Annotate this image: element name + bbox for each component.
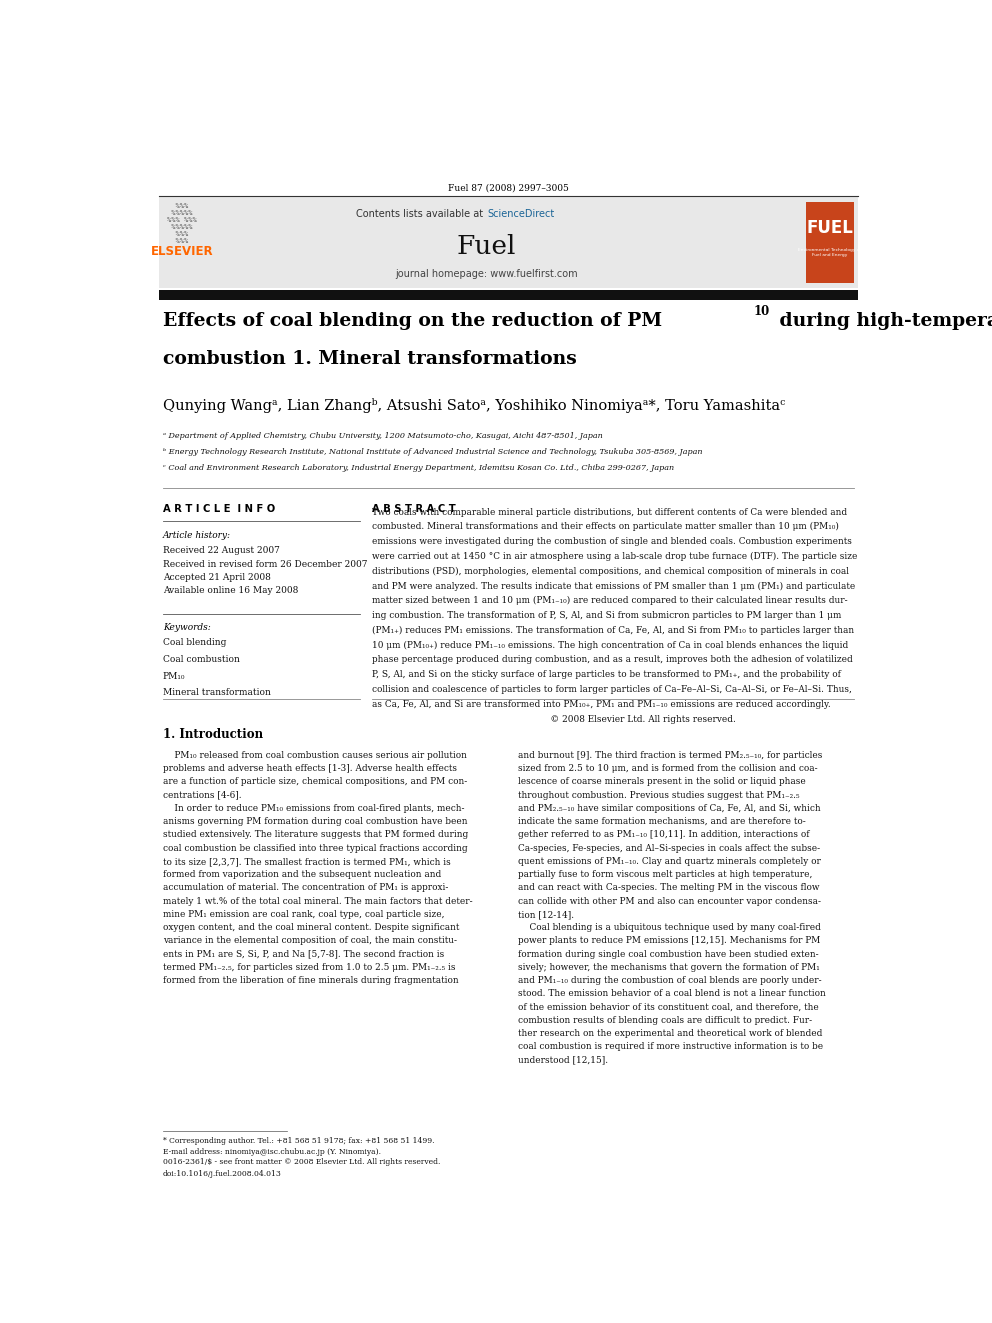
Text: variance in the elemental composition of coal, the main constitu-: variance in the elemental composition of… bbox=[163, 937, 456, 946]
Text: are a function of particle size, chemical compositions, and PM con-: are a function of particle size, chemica… bbox=[163, 778, 467, 786]
Text: centrations [4-6].: centrations [4-6]. bbox=[163, 791, 241, 799]
Text: %%%%%: %%%%% bbox=[168, 210, 197, 217]
Text: Received in revised form 26 December 2007: Received in revised form 26 December 200… bbox=[163, 560, 367, 569]
Text: In order to reduce PM₁₀ emissions from coal-fired plants, mech-: In order to reduce PM₁₀ emissions from c… bbox=[163, 804, 464, 812]
Text: E-mail address: ninomiya@isc.chubu.ac.jp (Y. Ninomiya).: E-mail address: ninomiya@isc.chubu.ac.jp… bbox=[163, 1148, 381, 1156]
Text: P, S, Al, and Si on the sticky surface of large particles to be transformed to P: P, S, Al, and Si on the sticky surface o… bbox=[372, 671, 841, 679]
Text: ing combustion. The transformation of P, S, Al, and Si from submicron particles : ing combustion. The transformation of P,… bbox=[372, 611, 841, 620]
Text: Effects of coal blending on the reduction of PM: Effects of coal blending on the reductio… bbox=[163, 312, 662, 329]
Text: FUEL: FUEL bbox=[806, 220, 853, 237]
Text: %%%%%: %%%%% bbox=[168, 224, 197, 230]
FancyBboxPatch shape bbox=[159, 291, 858, 300]
Text: Keywords:: Keywords: bbox=[163, 623, 210, 632]
Text: A B S T R A C T: A B S T R A C T bbox=[372, 504, 455, 513]
Text: Received 22 August 2007: Received 22 August 2007 bbox=[163, 546, 280, 556]
Text: indicate the same formation mechanisms, and are therefore to-: indicate the same formation mechanisms, … bbox=[518, 818, 806, 826]
Text: and burnout [9]. The third fraction is termed PM₂.₅₋₁₀, for particles: and burnout [9]. The third fraction is t… bbox=[518, 751, 822, 759]
Text: ScienceDirect: ScienceDirect bbox=[487, 209, 555, 218]
Text: 0016-2361/$ - see front matter © 2008 Elsevier Ltd. All rights reserved.: 0016-2361/$ - see front matter © 2008 El… bbox=[163, 1158, 440, 1166]
Text: coal combustion is required if more instructive information is to be: coal combustion is required if more inst… bbox=[518, 1043, 822, 1052]
Text: Contents lists available at: Contents lists available at bbox=[356, 209, 486, 218]
Text: 10 μm (PM₁₀₊) reduce PM₁₋₁₀ emissions. The high concentration of Ca in coal blen: 10 μm (PM₁₀₊) reduce PM₁₋₁₀ emissions. T… bbox=[372, 640, 848, 650]
Text: stood. The emission behavior of a coal blend is not a linear function: stood. The emission behavior of a coal b… bbox=[518, 990, 825, 999]
Text: sized from 2.5 to 10 μm, and is formed from the collision and coa-: sized from 2.5 to 10 μm, and is formed f… bbox=[518, 765, 817, 773]
Text: and PM were analyzed. The results indicate that emissions of PM smaller than 1 μ: and PM were analyzed. The results indica… bbox=[372, 582, 855, 590]
Text: partially fuse to form viscous melt particles at high temperature,: partially fuse to form viscous melt part… bbox=[518, 871, 812, 878]
Text: (PM₁₊) reduces PM₁ emissions. The transformation of Ca, Fe, Al, and Si from PM₁₀: (PM₁₊) reduces PM₁ emissions. The transf… bbox=[372, 626, 854, 635]
Text: studied extensively. The literature suggests that PM formed during: studied extensively. The literature sugg… bbox=[163, 831, 468, 839]
Text: anisms governing PM formation during coal combustion have been: anisms governing PM formation during coa… bbox=[163, 818, 467, 826]
Text: can collide with other PM and also can encounter vapor condensa-: can collide with other PM and also can e… bbox=[518, 897, 820, 905]
Text: Two coals with comparable mineral particle distributions, but different contents: Two coals with comparable mineral partic… bbox=[372, 508, 847, 516]
Text: ELSEVIER: ELSEVIER bbox=[151, 245, 213, 258]
Text: of the emission behavior of its constituent coal, and therefore, the: of the emission behavior of its constitu… bbox=[518, 1003, 818, 1012]
Text: oxygen content, and the coal mineral content. Despite significant: oxygen content, and the coal mineral con… bbox=[163, 923, 459, 933]
Text: Coal blending is a ubiquitous technique used by many coal-fired: Coal blending is a ubiquitous technique … bbox=[518, 923, 820, 933]
Text: Coal blending: Coal blending bbox=[163, 639, 226, 647]
Text: Ca-species, Fe-species, and Al–Si-species in coals affect the subse-: Ca-species, Fe-species, and Al–Si-specie… bbox=[518, 844, 819, 852]
Text: Accepted 21 April 2008: Accepted 21 April 2008 bbox=[163, 573, 271, 582]
Text: lescence of coarse minerals present in the solid or liquid phase: lescence of coarse minerals present in t… bbox=[518, 778, 806, 786]
FancyBboxPatch shape bbox=[159, 197, 858, 288]
Text: ᵇ Energy Technology Research Institute, National Institute of Advanced Industria: ᵇ Energy Technology Research Institute, … bbox=[163, 448, 702, 456]
Text: and PM₂.₅₋₁₀ have similar compositions of Ca, Fe, Al, and Si, which: and PM₂.₅₋₁₀ have similar compositions o… bbox=[518, 804, 820, 812]
Text: collision and coalescence of particles to form larger particles of Ca–Fe–Al–Si, : collision and coalescence of particles t… bbox=[372, 685, 852, 695]
Text: PM₁₀ released from coal combustion causes serious air pollution: PM₁₀ released from coal combustion cause… bbox=[163, 751, 466, 759]
Text: to its size [2,3,7]. The smallest fraction is termed PM₁, which is: to its size [2,3,7]. The smallest fracti… bbox=[163, 857, 450, 865]
Text: Coal combustion: Coal combustion bbox=[163, 655, 240, 664]
Text: power plants to reduce PM emissions [12,15]. Mechanisms for PM: power plants to reduce PM emissions [12,… bbox=[518, 937, 820, 946]
Text: emissions were investigated during the combustion of single and blended coals. C: emissions were investigated during the c… bbox=[372, 537, 852, 546]
Text: journal homepage: www.fuelfirst.com: journal homepage: www.fuelfirst.com bbox=[395, 269, 577, 279]
Text: were carried out at 1450 °C in air atmosphere using a lab-scale drop tube furnac: were carried out at 1450 °C in air atmos… bbox=[372, 552, 857, 561]
Text: Article history:: Article history: bbox=[163, 531, 231, 540]
Text: doi:10.1016/j.fuel.2008.04.013: doi:10.1016/j.fuel.2008.04.013 bbox=[163, 1170, 282, 1177]
Text: termed PM₁₋₂.₅, for particles sized from 1.0 to 2.5 μm. PM₁₋₂.₅ is: termed PM₁₋₂.₅, for particles sized from… bbox=[163, 963, 455, 972]
Text: * Corresponding author. Tel.: +81 568 51 9178; fax: +81 568 51 1499.: * Corresponding author. Tel.: +81 568 51… bbox=[163, 1136, 434, 1144]
Text: %%% %%%: %%% %%% bbox=[168, 217, 197, 224]
Text: Mineral transformation: Mineral transformation bbox=[163, 688, 271, 697]
Text: mately 1 wt.% of the total coal mineral. The main factors that deter-: mately 1 wt.% of the total coal mineral.… bbox=[163, 897, 472, 905]
Text: accumulation of material. The concentration of PM₁ is approxi-: accumulation of material. The concentrat… bbox=[163, 884, 448, 892]
Text: ther research on the experimental and theoretical work of blended: ther research on the experimental and th… bbox=[518, 1029, 822, 1039]
Text: tion [12-14].: tion [12-14]. bbox=[518, 910, 573, 918]
Text: understood [12,15].: understood [12,15]. bbox=[518, 1056, 608, 1065]
Text: gether referred to as PM₁₋₁₀ [10,11]. In addition, interactions of: gether referred to as PM₁₋₁₀ [10,11]. In… bbox=[518, 831, 809, 839]
Text: and PM₁₋₁₀ during the combustion of coal blends are poorly under-: and PM₁₋₁₀ during the combustion of coal… bbox=[518, 976, 821, 986]
Text: 1. Introduction: 1. Introduction bbox=[163, 728, 263, 741]
Text: Fuel: Fuel bbox=[456, 234, 516, 259]
Text: phase percentage produced during combustion, and as a result, improves both the : phase percentage produced during combust… bbox=[372, 655, 853, 664]
Text: formed from the liberation of fine minerals during fragmentation: formed from the liberation of fine miner… bbox=[163, 976, 458, 986]
Text: ᵃ Department of Applied Chemistry, Chubu University, 1200 Matsumoto-cho, Kasugai: ᵃ Department of Applied Chemistry, Chubu… bbox=[163, 433, 602, 441]
Text: Environmental Technology of
Fuel and Energy: Environmental Technology of Fuel and Ene… bbox=[799, 249, 862, 257]
Text: problems and adverse heath effects [1-3]. Adverse health effects: problems and adverse heath effects [1-3]… bbox=[163, 765, 456, 773]
FancyBboxPatch shape bbox=[806, 202, 854, 283]
Text: %%%: %%% bbox=[168, 232, 197, 237]
Text: Available online 16 May 2008: Available online 16 May 2008 bbox=[163, 586, 299, 595]
Text: A R T I C L E  I N F O: A R T I C L E I N F O bbox=[163, 504, 275, 513]
Text: combustion 1. Mineral transformations: combustion 1. Mineral transformations bbox=[163, 351, 576, 369]
Text: Qunying Wangᵃ, Lian Zhangᵇ, Atsushi Satoᵃ, Yoshihiko Ninomiyaᵃ*, Toru Yamashitaᶜ: Qunying Wangᵃ, Lian Zhangᵇ, Atsushi Sato… bbox=[163, 398, 785, 413]
Text: combusted. Mineral transformations and their effects on particulate matter small: combusted. Mineral transformations and t… bbox=[372, 523, 839, 532]
Text: quent emissions of PM₁₋₁₀. Clay and quartz minerals completely or: quent emissions of PM₁₋₁₀. Clay and quar… bbox=[518, 857, 820, 865]
Text: mine PM₁ emission are coal rank, coal type, coal particle size,: mine PM₁ emission are coal rank, coal ty… bbox=[163, 910, 444, 918]
Text: formation during single coal combustion have been studied exten-: formation during single coal combustion … bbox=[518, 950, 818, 959]
Text: %%%: %%% bbox=[168, 238, 197, 243]
Text: formed from vaporization and the subsequent nucleation and: formed from vaporization and the subsequ… bbox=[163, 871, 441, 878]
Text: as Ca, Fe, Al, and Si are transformed into PM₁₀₊, PM₁ and PM₁₋₁₀ emissions are r: as Ca, Fe, Al, and Si are transformed in… bbox=[372, 700, 830, 709]
Text: ᶜ Coal and Environment Research Laboratory, Industrial Energy Department, Idemit: ᶜ Coal and Environment Research Laborato… bbox=[163, 464, 674, 472]
Text: throughout combustion. Previous studies suggest that PM₁₋₂.₅: throughout combustion. Previous studies … bbox=[518, 791, 800, 799]
Text: %%%: %%% bbox=[168, 204, 197, 209]
Text: and can react with Ca-species. The melting PM in the viscous flow: and can react with Ca-species. The melti… bbox=[518, 884, 819, 892]
Text: matter sized between 1 and 10 μm (PM₁₋₁₀) are reduced compared to their calculat: matter sized between 1 and 10 μm (PM₁₋₁₀… bbox=[372, 597, 847, 606]
Text: sively; however, the mechanisms that govern the formation of PM₁: sively; however, the mechanisms that gov… bbox=[518, 963, 819, 972]
Text: Fuel 87 (2008) 2997–3005: Fuel 87 (2008) 2997–3005 bbox=[448, 184, 568, 192]
Text: combustion results of blending coals are difficult to predict. Fur-: combustion results of blending coals are… bbox=[518, 1016, 811, 1025]
Text: during high-temperature: during high-temperature bbox=[774, 312, 992, 329]
Text: 10: 10 bbox=[753, 306, 770, 318]
Text: © 2008 Elsevier Ltd. All rights reserved.: © 2008 Elsevier Ltd. All rights reserved… bbox=[372, 714, 736, 724]
Text: distributions (PSD), morphologies, elemental compositions, and chemical composit: distributions (PSD), morphologies, eleme… bbox=[372, 566, 849, 576]
Text: coal combustion be classified into three typical fractions according: coal combustion be classified into three… bbox=[163, 844, 467, 852]
Text: ents in PM₁ are S, Si, P, and Na [5,7-8]. The second fraction is: ents in PM₁ are S, Si, P, and Na [5,7-8]… bbox=[163, 950, 444, 959]
Text: PM₁₀: PM₁₀ bbox=[163, 672, 186, 680]
